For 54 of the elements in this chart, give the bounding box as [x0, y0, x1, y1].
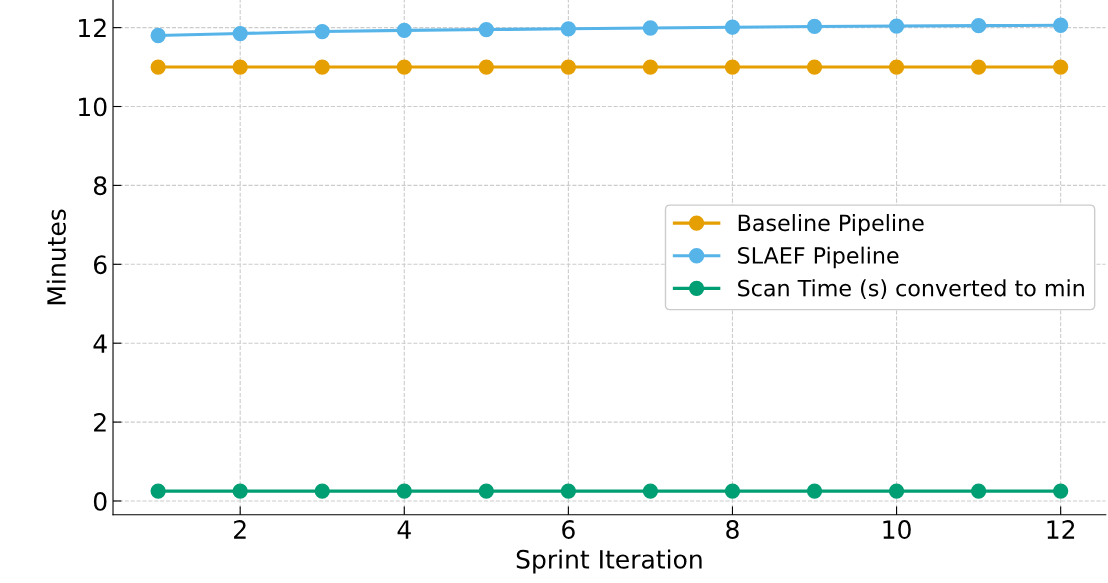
point: [396, 483, 412, 499]
y-tick-label: 10: [79, 97, 107, 117]
point: [1053, 59, 1069, 75]
y-tick-label: 6: [93, 255, 107, 275]
point: [396, 22, 412, 39]
x-tick-label: 4: [397, 520, 411, 539]
point: [478, 21, 494, 38]
x-tick-label: 8: [726, 520, 739, 539]
point: [806, 59, 823, 75]
point: [150, 483, 166, 499]
legend-label: Scan Time (s) converted to min: [738, 279, 1084, 300]
y-tick-label: 2: [94, 413, 106, 432]
point: [970, 18, 987, 34]
legend-label: Baseline Pipeline: [738, 214, 924, 236]
point: [724, 483, 741, 499]
point: [314, 483, 330, 499]
y-tick-label: 4: [93, 334, 107, 353]
point: [806, 483, 823, 499]
point: [232, 25, 248, 42]
y-axis-title: Minutes: [46, 209, 66, 305]
point: [396, 59, 412, 75]
point: [150, 27, 166, 44]
y-tick-label: 0: [93, 491, 107, 511]
point: [642, 59, 659, 75]
x-tick-label: 10: [883, 520, 911, 539]
point: [642, 483, 659, 499]
point: [806, 18, 823, 35]
x-tick-label: 6: [562, 520, 575, 539]
point: [314, 59, 330, 75]
x-tick-label: 2: [234, 520, 246, 539]
point: [724, 59, 741, 75]
point: [314, 23, 330, 40]
point: [1053, 17, 1069, 33]
y-tick-label: 12: [79, 18, 106, 38]
point: [724, 19, 741, 35]
point: [150, 59, 166, 75]
y-tick-label: 8: [93, 176, 107, 196]
point: [888, 59, 905, 75]
x-tick-label: 12: [1047, 520, 1075, 539]
point: [560, 483, 577, 499]
point: [232, 59, 248, 75]
point: [970, 59, 987, 75]
point: [560, 21, 577, 37]
point: [970, 483, 987, 499]
point: [642, 20, 659, 36]
point: [232, 483, 248, 499]
legend-label: SLAEF Pipeline: [738, 246, 899, 269]
point: [888, 483, 905, 499]
point: [478, 483, 494, 499]
point: [1053, 483, 1069, 499]
x-axis-title: Sprint Iteration: [516, 549, 702, 574]
point: [560, 59, 577, 75]
point: [478, 59, 494, 75]
point: [888, 18, 905, 34]
